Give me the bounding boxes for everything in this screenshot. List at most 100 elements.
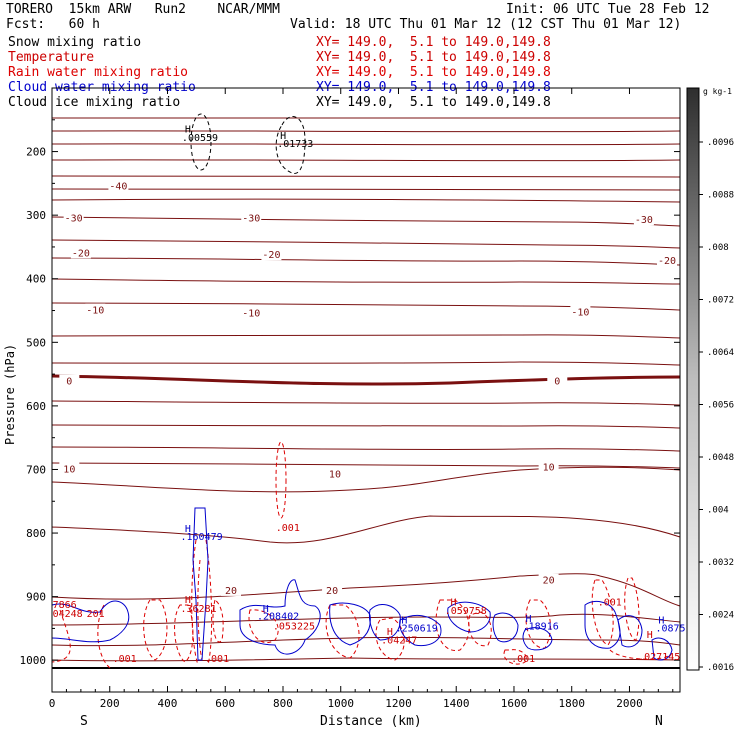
temperature-label: -20 xyxy=(658,256,676,267)
x-axis-right-label: N xyxy=(655,714,663,729)
temperature-label: -30 xyxy=(242,213,260,224)
temperature-label: -40 xyxy=(109,182,127,193)
extremum-label: .0875 xyxy=(655,624,685,635)
y-tick-label: 700 xyxy=(26,463,46,476)
extremum-label: .001 xyxy=(276,523,300,534)
legend-snow-name: Snow mixing ratio xyxy=(8,35,142,50)
temperature-label: 0 xyxy=(66,377,72,388)
x-tick-label: 1800 xyxy=(558,697,585,710)
x-tick-label: 2000 xyxy=(616,697,643,710)
temperature-label-bg xyxy=(538,460,559,473)
x-tick-label: 1000 xyxy=(327,697,354,710)
temperature-label: -10 xyxy=(86,306,104,317)
temperature-label-bg xyxy=(322,583,343,596)
extremum-label: .01733 xyxy=(277,139,313,150)
legend-cloudice-name: Cloud ice mixing ratio xyxy=(8,95,181,110)
temperature-contours xyxy=(51,117,681,662)
legend-cloudice-xy: XY= 149.0, 5.1 to 149.0,149.8 xyxy=(316,95,551,110)
extremum-label: H xyxy=(263,604,269,615)
extremum-label: .04247 xyxy=(381,636,417,647)
temperature-label-bg xyxy=(538,573,559,586)
extremum-label: 201 xyxy=(87,609,105,620)
temperature-label-bg xyxy=(657,253,678,266)
extremum-label: .059758 xyxy=(445,606,487,617)
extremum-label: .001 xyxy=(113,654,137,665)
extremum-label: .027145 xyxy=(638,652,680,663)
x-axis-title: Distance (km) xyxy=(320,714,422,729)
colorbar-label: .0088 xyxy=(707,191,734,201)
header-fcst: Fcst: 60 h xyxy=(6,17,100,32)
extremum-label: .053225 xyxy=(273,622,315,633)
y-tick-label: 500 xyxy=(26,336,46,349)
extremum-label: .160479 xyxy=(180,532,222,543)
temperature-label: -20 xyxy=(262,250,280,261)
extremum-label: .36281 xyxy=(180,604,216,615)
y-tick-label: 800 xyxy=(26,527,46,540)
cloudwater-contours xyxy=(51,507,673,661)
extremum-label: H xyxy=(185,595,191,606)
colorbar-label: .0024 xyxy=(707,611,734,621)
extremum-label: .18916 xyxy=(523,622,559,633)
colorbar-label: .008 xyxy=(707,243,729,253)
extremum-label: .001 xyxy=(511,654,535,665)
extremum-label: H xyxy=(387,627,393,638)
snow-contours xyxy=(190,113,306,174)
temperature-label-bg xyxy=(63,211,84,224)
temperature-label-bg xyxy=(85,303,106,316)
y-tick-label: 200 xyxy=(26,146,46,159)
temperature-label-bg xyxy=(108,179,129,192)
x-axis-ticks: 0 200 400 600 800 1000 1200 1400 1600 1800 2000 xyxy=(49,88,674,710)
temperature-label-bg xyxy=(324,467,345,480)
x-tick-label: 400 xyxy=(158,697,178,710)
colorbar-unit: g kg-1 xyxy=(703,87,732,96)
y-tick-label: 900 xyxy=(26,591,46,604)
colorbar-label: .0072 xyxy=(707,296,734,306)
x-tick-label: 800 xyxy=(273,697,293,710)
colorbar-label: .0064 xyxy=(707,348,734,358)
x-tick-label: 0 xyxy=(49,697,56,710)
temperature-label-bg xyxy=(70,246,91,259)
plot-frame xyxy=(51,87,681,693)
temperature-labels: -40 -30 -30 -30 -20 -20 -20 -10 -10 -10 0 0 10 10 10 20… xyxy=(59,179,678,597)
legend-rain-name: Rain water mixing ratio xyxy=(8,65,189,80)
temperature-label: 20 xyxy=(326,586,338,597)
extremum-label: .208402 xyxy=(257,612,299,623)
y-tick-label: 600 xyxy=(26,400,46,413)
extremum-label: H xyxy=(526,614,532,625)
colorbar xyxy=(686,87,700,671)
x-tick-label: 1600 xyxy=(501,697,528,710)
temperature-label: -30 xyxy=(635,215,653,226)
extremum-label: H xyxy=(185,524,191,535)
temperature-label: 0 xyxy=(554,377,560,388)
y-tick-label: 300 xyxy=(26,209,46,222)
y-axis-ticks: 200 300 400 500 600 700 800 900 10 0 0 xyxy=(20,119,680,693)
temperature-label-bg xyxy=(241,211,262,224)
colorbar-label: .0096 xyxy=(707,138,734,148)
legend-rain-xy: XY= 149.0, 5.1 to 149.0,149.8 xyxy=(316,65,551,80)
x-tick-label: 1200 xyxy=(385,697,412,710)
header-init: Init: 06 UTC Tue 28 Feb 12 xyxy=(506,2,710,17)
temperature-label: -10 xyxy=(242,309,260,320)
temperature-label-bg xyxy=(633,213,654,226)
temperature-label: -10 xyxy=(571,307,589,318)
extremum-label: .001 xyxy=(598,598,622,609)
extremum-label: H xyxy=(280,131,286,142)
x-tick-label: 200 xyxy=(100,697,120,710)
extremum-label: 7866 xyxy=(53,600,77,611)
y-tick-label: 400 xyxy=(26,273,46,286)
temperature-label-bg xyxy=(241,306,262,319)
extremum-label: H xyxy=(450,598,456,609)
temperature-label: 10 xyxy=(63,464,75,475)
extremum-label: H xyxy=(647,630,653,641)
extremum-label: H xyxy=(658,615,664,626)
temperature-label: 20 xyxy=(225,586,237,597)
temperature-label-bg xyxy=(261,248,282,261)
colorbar-labels: .0096 .0088 .008 .0072 .0064 .0056 .0048 .004 .0… xyxy=(699,138,734,673)
legend-temp-xy: XY= 149.0, 5.1 to 149.0,149.8 xyxy=(316,50,551,65)
temperature-label: 20 xyxy=(543,576,555,587)
temperature-label: 10 xyxy=(543,463,555,474)
colorbar-label: .0016 xyxy=(707,663,734,673)
extremum-label: .001 xyxy=(205,654,229,665)
